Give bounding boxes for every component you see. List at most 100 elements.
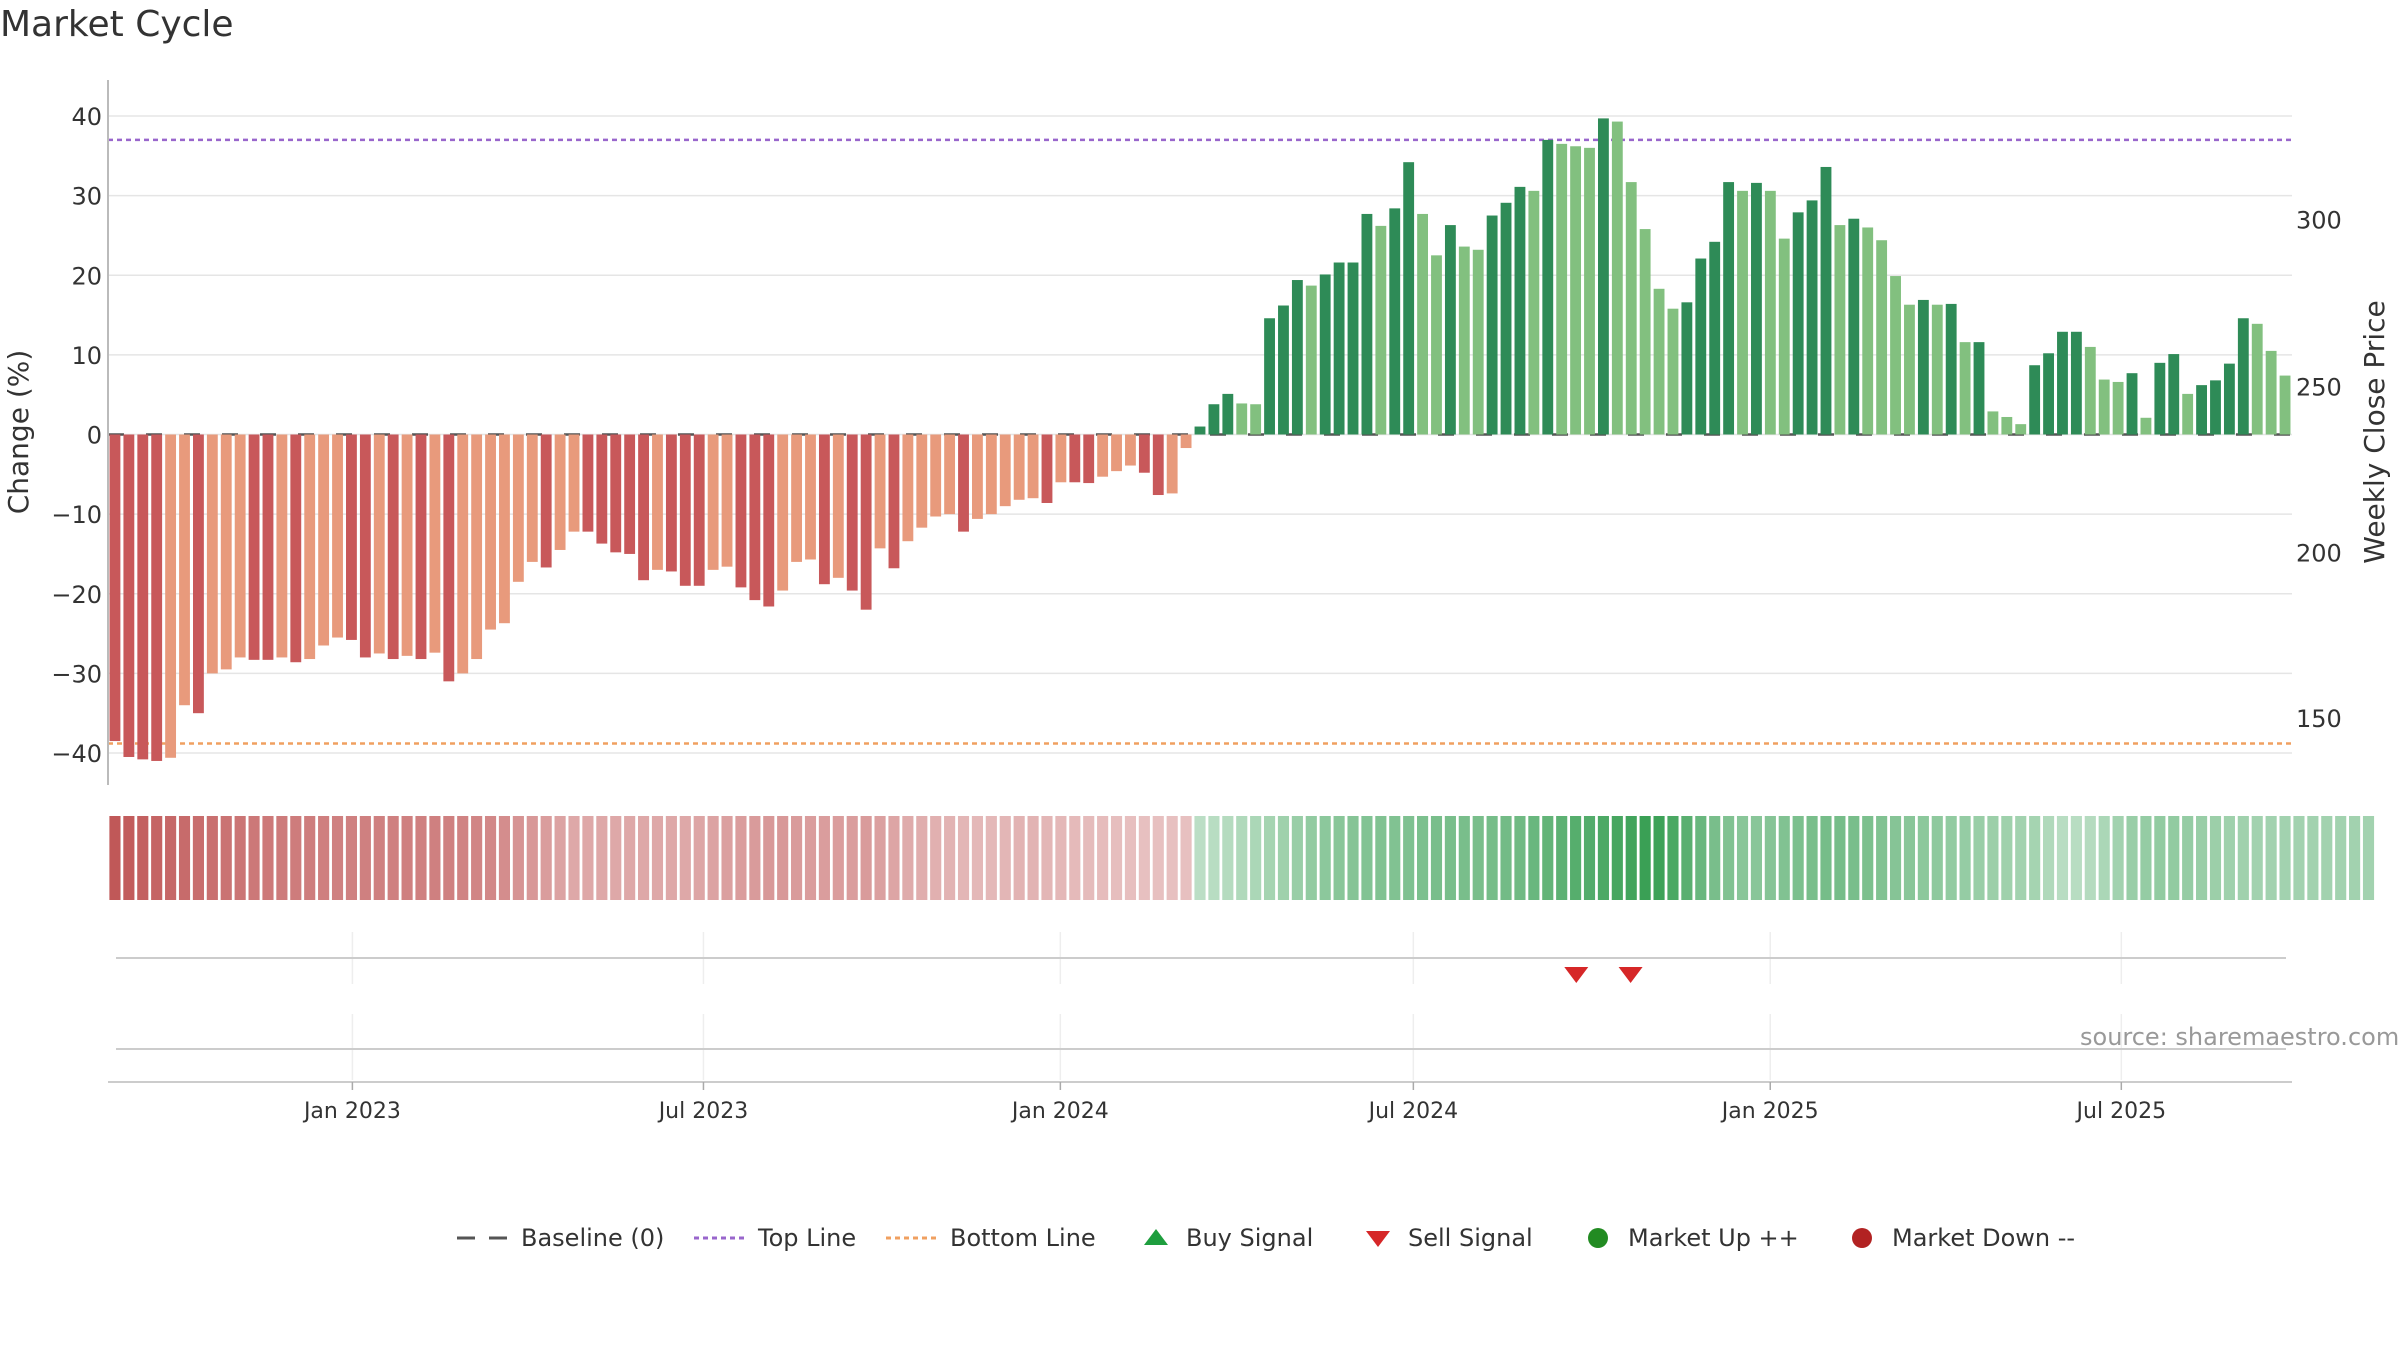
strength-cell (1806, 816, 1818, 900)
change-bar (1180, 434, 1192, 449)
change-bar (1528, 190, 1540, 435)
strength-cell (1305, 816, 1317, 900)
change-bar (2154, 362, 2166, 435)
sell-signal-marker (1564, 967, 1589, 983)
strength-cell (707, 816, 719, 900)
legend-item: Baseline (0) (455, 1218, 664, 1258)
change-bar (2043, 353, 2054, 435)
strength-cell (1778, 816, 1790, 900)
legend-label: Top Line (758, 1224, 857, 1252)
y-tick-label: −40 (51, 740, 102, 768)
strength-cell (2279, 816, 2291, 900)
legend-label: Baseline (0) (521, 1224, 665, 1252)
strength-cell (1152, 816, 1164, 900)
strength-cell (1848, 816, 1860, 900)
change-bar (707, 434, 719, 570)
strength-cell (1291, 816, 1303, 900)
strength-cell (1514, 816, 1526, 900)
strength-cell (1458, 816, 1470, 900)
strength-cell (2056, 816, 2069, 900)
strength-cell (624, 816, 636, 900)
change-bar (902, 434, 914, 542)
legend-label: Market Down -- (1892, 1224, 2076, 1252)
change-bar (944, 434, 956, 515)
strength-cell (651, 816, 664, 900)
y-tick-label: −10 (51, 501, 102, 529)
change-bar (2182, 393, 2194, 435)
change-bar (1194, 426, 1206, 435)
change-bar (1542, 139, 1554, 435)
legend-label: Market Up ++ (1628, 1224, 1799, 1252)
strength-cell (1124, 816, 1137, 900)
change-bar (1333, 262, 1345, 435)
strength-cell (846, 816, 858, 900)
strength-cell (2098, 816, 2110, 900)
strength-cell (2237, 816, 2249, 900)
strength-cell (721, 816, 733, 900)
change-bar (1834, 225, 1846, 435)
strength-cell (2070, 816, 2082, 900)
change-bar (1069, 434, 1081, 483)
change-bar (1166, 434, 1178, 494)
change-bar (1431, 255, 1442, 435)
strength-cell (582, 816, 594, 900)
strength-cell (679, 816, 691, 900)
strength-cell (1222, 816, 1234, 900)
strength-cell (192, 816, 204, 900)
strength-cell (512, 816, 524, 900)
change-bar (735, 434, 747, 588)
strength-cell (1820, 816, 1832, 900)
change-bar (1500, 202, 1512, 435)
strength-cell (763, 816, 775, 900)
change-bar (1778, 238, 1790, 435)
change-bar (318, 434, 330, 646)
change-bar (1278, 305, 1289, 435)
legend-item: Bottom Line (884, 1218, 1096, 1258)
strength-cell (1709, 816, 1721, 900)
change-bar (972, 434, 983, 519)
change-bar (1208, 404, 1220, 435)
strength-cell (304, 816, 316, 900)
strength-cell (1653, 816, 1665, 900)
change-bar (123, 434, 135, 757)
x-tick-label: Jul 2025 (2075, 1099, 2167, 1124)
strength-cell (248, 816, 260, 900)
change-bar (1152, 434, 1164, 496)
strength-cell (902, 816, 914, 900)
strength-cell (359, 816, 371, 900)
legend-item: Market Up ++ (1578, 1218, 1799, 1258)
change-bar (1737, 190, 1748, 435)
strength-cell (1917, 816, 1929, 900)
y-tick-label: 30 (71, 183, 102, 211)
strength-cell (1027, 816, 1039, 900)
strength-cell (1792, 816, 1804, 900)
change-bar (1236, 403, 1248, 435)
change-bar (1904, 304, 1915, 435)
strength-cell (276, 816, 288, 900)
strength-cell (262, 816, 274, 900)
change-bar (1959, 342, 1971, 435)
strength-cell (1834, 816, 1846, 900)
strength-cell (749, 816, 761, 900)
y-axis-label: Change (%) (2, 350, 35, 515)
cycle-strength-strip (109, 816, 2375, 900)
change-bar (206, 434, 218, 674)
strength-cell (1667, 816, 1679, 900)
strength-cell (443, 816, 455, 900)
change-bar (874, 434, 886, 549)
dotted-line-icon (692, 1228, 748, 1248)
strength-cell (2196, 816, 2208, 900)
change-bar (290, 434, 302, 663)
change-bar (1250, 404, 1262, 435)
change-bar (763, 434, 775, 607)
change-bar (248, 434, 260, 660)
change-bar (471, 434, 483, 660)
strength-cell (2182, 816, 2194, 900)
strength-cell (2029, 816, 2041, 900)
strength-cell (1959, 816, 1971, 900)
strength-cell (2335, 816, 2347, 900)
strength-cell (2362, 816, 2375, 900)
change-bar (1597, 118, 1609, 435)
strength-cell (471, 816, 483, 900)
change-bar (818, 434, 830, 585)
